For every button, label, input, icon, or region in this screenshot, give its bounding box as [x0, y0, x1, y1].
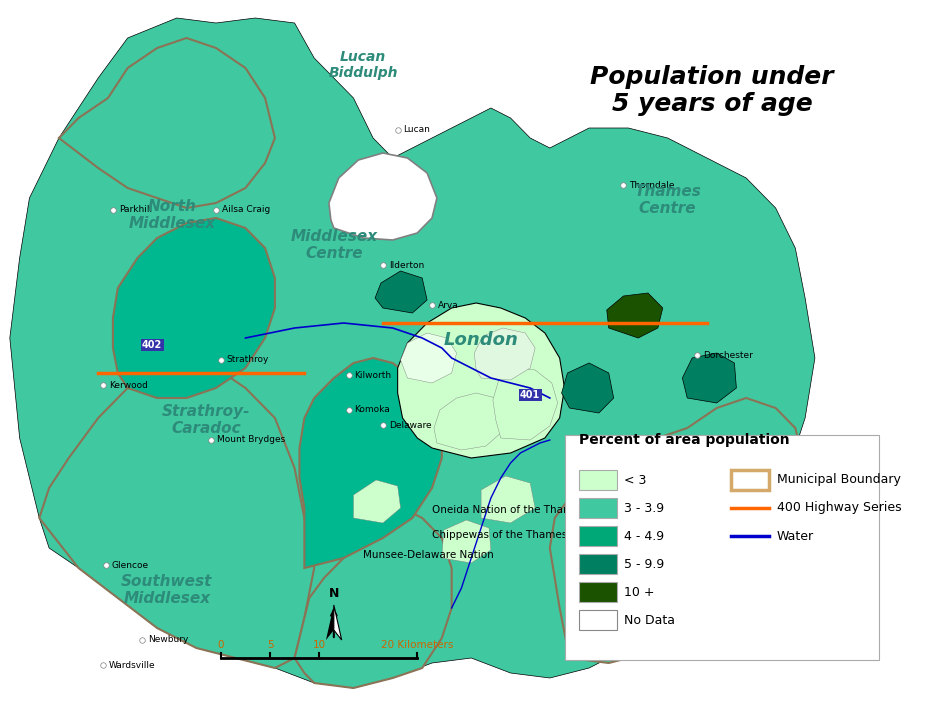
Text: Glencoe: Glencoe: [112, 561, 149, 569]
Text: Chippewas of the Thames First Nation: Chippewas of the Thames First Nation: [432, 530, 631, 540]
Polygon shape: [474, 328, 535, 380]
Polygon shape: [683, 353, 737, 403]
Text: Oneida Nation of the Thames: Oneida Nation of the Thames: [432, 505, 585, 515]
Bar: [579, 498, 617, 518]
Text: Munsee-Delaware Nation: Munsee-Delaware Nation: [364, 550, 494, 560]
Text: 4 - 4.9: 4 - 4.9: [624, 529, 665, 543]
Text: N: N: [328, 587, 339, 600]
Polygon shape: [329, 153, 437, 240]
Polygon shape: [401, 333, 457, 383]
Text: 10: 10: [312, 640, 326, 650]
Text: Thames
Centre: Thames Centre: [634, 184, 701, 216]
Polygon shape: [295, 508, 452, 688]
Text: 402: 402: [142, 340, 163, 350]
Text: Newbury: Newbury: [148, 635, 189, 645]
Polygon shape: [550, 398, 805, 663]
FancyBboxPatch shape: [565, 435, 879, 660]
Text: Mount Brydges: Mount Brydges: [217, 436, 286, 444]
Text: 0: 0: [218, 640, 224, 650]
Text: Strathroy-
Caradoc: Strathroy- Caradoc: [162, 404, 250, 437]
Text: 400 Highway Series: 400 Highway Series: [777, 501, 901, 515]
Text: Delaware: Delaware: [389, 421, 432, 429]
Polygon shape: [398, 303, 565, 458]
Bar: [579, 582, 617, 602]
Text: Ilderton: Ilderton: [389, 261, 424, 269]
Polygon shape: [442, 520, 491, 563]
Bar: [579, 470, 617, 490]
Polygon shape: [299, 358, 442, 568]
Polygon shape: [334, 605, 341, 640]
Text: Water: Water: [777, 529, 814, 543]
Text: Southwest
Middlesex: Southwest Middlesex: [121, 574, 213, 606]
Polygon shape: [375, 271, 427, 313]
Text: No Data: No Data: [624, 613, 675, 627]
Text: Kilworth: Kilworth: [354, 370, 392, 380]
Text: Lucan
Biddulph: Lucan Biddulph: [328, 50, 398, 80]
Polygon shape: [481, 476, 535, 523]
Polygon shape: [562, 363, 614, 413]
Polygon shape: [113, 218, 275, 398]
Text: Lucan: Lucan: [404, 126, 431, 134]
Text: Ailsa Craig: Ailsa Craig: [222, 205, 270, 215]
Text: Kerwood: Kerwood: [109, 381, 148, 389]
Text: London: London: [444, 331, 519, 349]
Text: Komoka: Komoka: [354, 406, 391, 414]
Polygon shape: [326, 605, 334, 640]
Bar: [579, 610, 617, 630]
Polygon shape: [59, 38, 275, 208]
Text: Arva: Arva: [438, 301, 458, 309]
Text: Middlesex
Centre: Middlesex Centre: [290, 229, 378, 261]
Text: Population under
5 years of age: Population under 5 years of age: [591, 65, 834, 116]
Text: Strathroy: Strathroy: [227, 355, 269, 365]
Text: North
Middlesex: North Middlesex: [128, 199, 216, 231]
Polygon shape: [434, 393, 506, 450]
Polygon shape: [10, 18, 815, 688]
Polygon shape: [39, 358, 314, 668]
Bar: [732, 470, 769, 490]
Text: Parkhill: Parkhill: [119, 205, 152, 215]
Text: Dorchester: Dorchester: [703, 350, 753, 360]
Text: Wardsville: Wardsville: [109, 661, 155, 669]
Bar: [579, 526, 617, 546]
Polygon shape: [606, 293, 663, 338]
Text: 3 - 3.9: 3 - 3.9: [624, 501, 665, 515]
Text: 20 Kilometers: 20 Kilometers: [381, 640, 454, 650]
Text: Municipal Boundary: Municipal Boundary: [777, 473, 900, 487]
Text: < 3: < 3: [624, 473, 647, 487]
Text: 5 - 9.9: 5 - 9.9: [624, 557, 665, 571]
Text: 10 +: 10 +: [624, 585, 655, 599]
Bar: [579, 554, 617, 574]
Polygon shape: [493, 368, 558, 440]
Polygon shape: [353, 480, 401, 523]
Text: 5: 5: [267, 640, 273, 650]
Text: Percent of area population: Percent of area population: [579, 433, 790, 447]
Text: 401: 401: [520, 390, 540, 400]
Text: Thorndale: Thorndale: [630, 180, 675, 190]
